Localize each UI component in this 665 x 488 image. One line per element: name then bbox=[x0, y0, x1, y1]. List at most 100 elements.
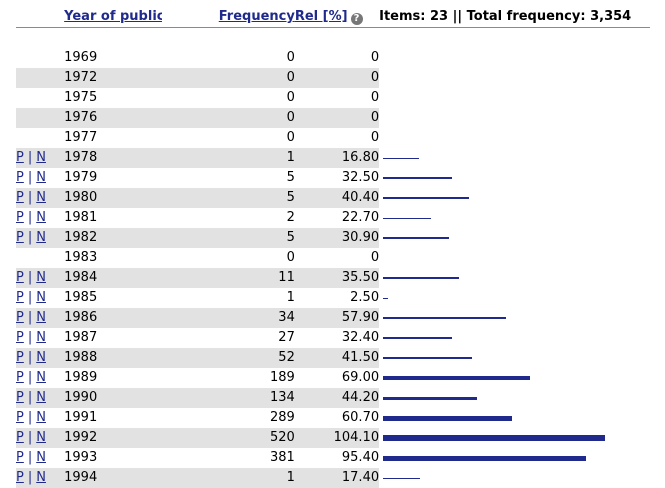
negative-filter-link[interactable]: N bbox=[36, 430, 46, 445]
frequency-cell: 1 bbox=[162, 148, 295, 168]
frequency-bar bbox=[383, 415, 513, 421]
row-links: P | N bbox=[16, 448, 64, 468]
positive-filter-link[interactable]: P bbox=[16, 230, 24, 245]
frequency-rows: 1969 0 0 1972 0 0 1975 0 0 1976 0 0 1977 0 0 P | N 1978 1 16… bbox=[16, 48, 650, 488]
table-row: P | N 1994 1 17.40 bbox=[16, 468, 650, 488]
negative-filter-link[interactable]: N bbox=[36, 470, 46, 485]
negative-filter-link[interactable]: N bbox=[36, 290, 46, 305]
year-cell: 1991 bbox=[64, 410, 98, 425]
bar-cell bbox=[379, 148, 650, 168]
year-cell: 1976 bbox=[64, 108, 163, 128]
year-cell: 1985 bbox=[64, 290, 98, 305]
positive-filter-link[interactable]: P bbox=[16, 310, 24, 325]
frequency-table: Year of publication Frequency Rel [%]? I… bbox=[16, 7, 650, 488]
bar-cell bbox=[379, 368, 650, 388]
rel-cell: 0 bbox=[370, 50, 380, 65]
positive-filter-link[interactable]: P bbox=[16, 270, 24, 285]
frequency-cell: 0 bbox=[286, 50, 295, 65]
sort-by-frequency-link[interactable]: Frequency bbox=[218, 9, 295, 24]
positive-filter-link[interactable]: P bbox=[16, 290, 24, 305]
negative-filter-link[interactable]: N bbox=[36, 150, 46, 165]
frequency-bar bbox=[383, 217, 432, 219]
year-cell: 1994 bbox=[64, 468, 163, 488]
positive-filter-link[interactable]: P bbox=[16, 450, 24, 465]
positive-filter-link[interactable]: P bbox=[16, 210, 24, 225]
row-links: P | N bbox=[16, 168, 64, 188]
rel-cell: 22.70 bbox=[341, 210, 380, 225]
negative-filter-link[interactable]: N bbox=[36, 310, 46, 325]
positive-filter-link[interactable]: P bbox=[16, 390, 24, 405]
negative-filter-link[interactable]: N bbox=[36, 410, 46, 425]
rel-cell: 44.20 bbox=[294, 388, 380, 408]
bar-cell bbox=[379, 468, 650, 488]
sort-by-year-link[interactable]: Year of publication bbox=[64, 9, 162, 24]
positive-filter-link[interactable]: P bbox=[16, 470, 24, 485]
bar-cell bbox=[379, 48, 650, 68]
frequency-bar bbox=[383, 157, 420, 159]
frequency-cell: 189 bbox=[270, 370, 295, 385]
table-row: 1975 0 0 bbox=[16, 88, 650, 108]
link-separator: | bbox=[27, 330, 33, 345]
link-separator: | bbox=[27, 430, 33, 445]
row-links bbox=[16, 128, 64, 148]
positive-filter-link[interactable]: P bbox=[16, 170, 24, 185]
bar-cell bbox=[379, 428, 650, 448]
rel-cell: 41.50 bbox=[294, 348, 380, 368]
positive-filter-link[interactable]: P bbox=[16, 190, 24, 205]
negative-filter-link[interactable]: N bbox=[36, 450, 46, 465]
positive-filter-link[interactable]: P bbox=[16, 350, 24, 365]
table-row: 1972 0 0 bbox=[16, 68, 650, 88]
table-row: 1977 0 0 bbox=[16, 128, 650, 148]
positive-filter-link[interactable]: P bbox=[16, 330, 24, 345]
frequency-cell: 0 bbox=[162, 68, 295, 88]
help-icon[interactable]: ? bbox=[350, 13, 363, 25]
frequency-bar bbox=[383, 337, 453, 339]
year-cell: 1992 bbox=[64, 428, 163, 448]
year-cell: 1983 bbox=[64, 250, 98, 265]
table-row: P | N 1981 2 22.70 bbox=[16, 208, 650, 228]
positive-filter-link[interactable]: P bbox=[16, 150, 24, 165]
frequency-bar bbox=[383, 396, 478, 400]
frequency-cell: 1 bbox=[162, 468, 295, 488]
link-separator: | bbox=[27, 170, 33, 185]
header-links-spacer bbox=[16, 7, 64, 28]
link-separator: | bbox=[27, 390, 33, 405]
negative-filter-link[interactable]: N bbox=[36, 370, 46, 385]
frequency-cell: 0 bbox=[286, 90, 295, 105]
positive-filter-link[interactable]: P bbox=[16, 430, 24, 445]
negative-filter-link[interactable]: N bbox=[36, 170, 46, 185]
positive-filter-link[interactable]: P bbox=[16, 410, 24, 425]
row-links: P | N bbox=[16, 328, 64, 348]
negative-filter-link[interactable]: N bbox=[36, 230, 46, 245]
row-links: P | N bbox=[16, 368, 64, 388]
bar-cell bbox=[379, 68, 650, 88]
link-separator: | bbox=[27, 410, 33, 425]
frequency-cell: 52 bbox=[162, 348, 295, 368]
year-cell: 1990 bbox=[64, 388, 163, 408]
negative-filter-link[interactable]: N bbox=[36, 350, 46, 365]
negative-filter-link[interactable]: N bbox=[36, 210, 46, 225]
rel-cell: 60.70 bbox=[341, 410, 380, 425]
negative-filter-link[interactable]: N bbox=[36, 270, 46, 285]
bar-cell bbox=[379, 128, 650, 148]
negative-filter-link[interactable]: N bbox=[36, 190, 46, 205]
bar-cell bbox=[379, 308, 650, 328]
rel-cell: 0 bbox=[370, 130, 380, 145]
negative-filter-link[interactable]: N bbox=[36, 390, 46, 405]
year-cell: 1982 bbox=[64, 228, 163, 248]
table-row: P | N 1991 289 60.70 bbox=[16, 408, 650, 428]
row-links bbox=[16, 88, 64, 108]
table-row: P | N 1979 5 32.50 bbox=[16, 168, 650, 188]
frequency-cell: 289 bbox=[270, 410, 295, 425]
year-column-header: Year of publication bbox=[64, 7, 162, 28]
positive-filter-link[interactable]: P bbox=[16, 370, 24, 385]
link-separator: | bbox=[27, 370, 33, 385]
sort-by-rel-link[interactable]: Rel [%] bbox=[294, 9, 348, 24]
negative-filter-link[interactable]: N bbox=[36, 330, 46, 345]
bar-cell bbox=[379, 208, 650, 228]
year-cell: 1993 bbox=[64, 450, 98, 465]
frequency-cell: 381 bbox=[270, 450, 295, 465]
rel-cell: 32.50 bbox=[341, 170, 380, 185]
frequency-cell: 5 bbox=[286, 170, 295, 185]
frequency-column-header: Frequency bbox=[162, 7, 295, 28]
